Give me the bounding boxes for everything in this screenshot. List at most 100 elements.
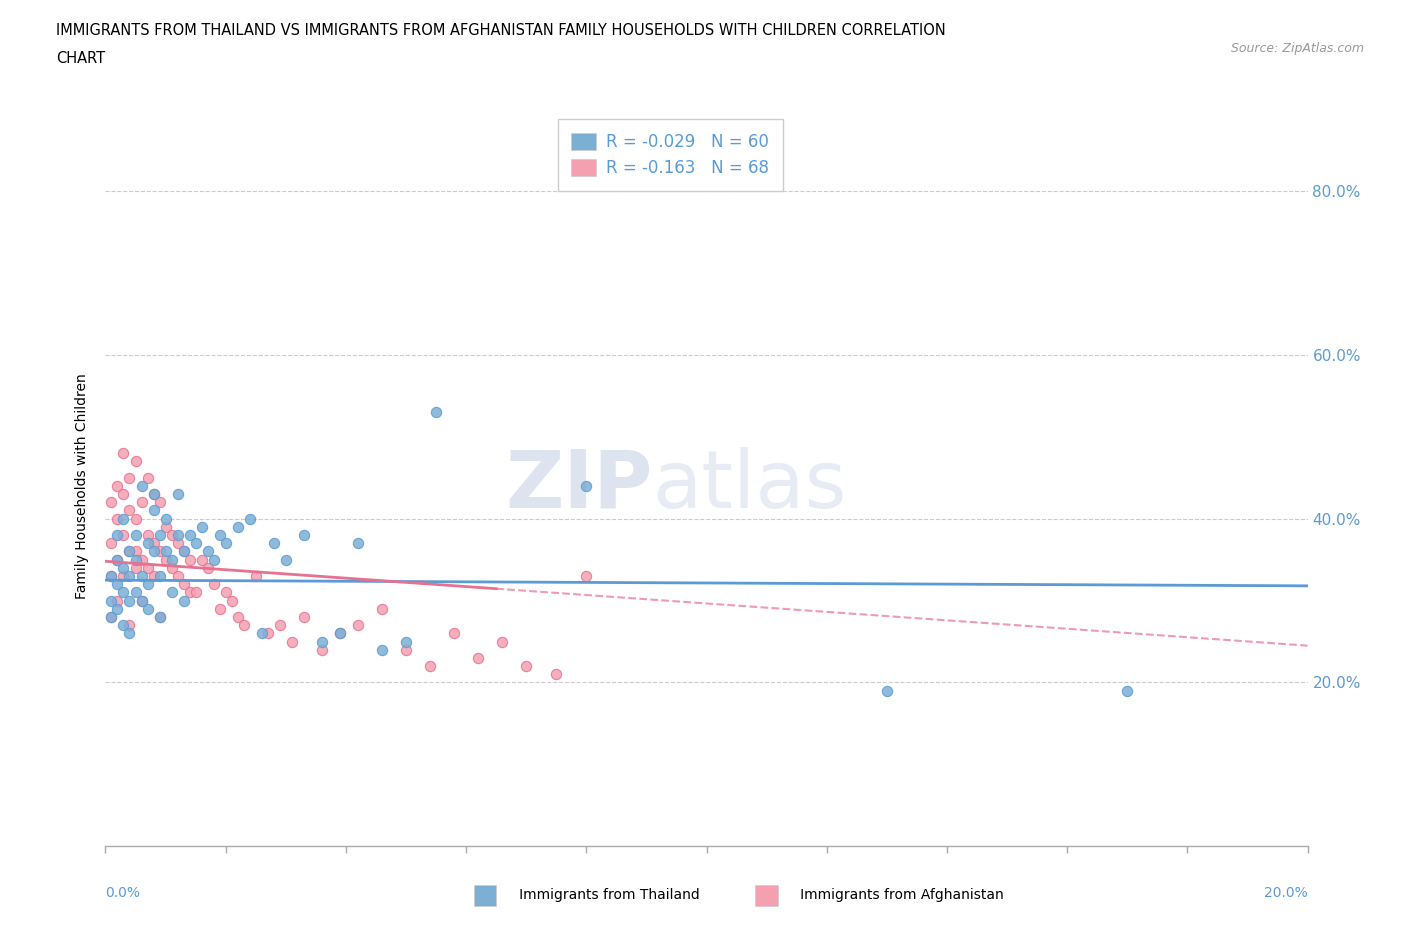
- Point: [347, 536, 370, 551]
- Point: [214, 585, 236, 600]
- Text: 20.0%: 20.0%: [1264, 886, 1308, 900]
- Point: [112, 561, 135, 576]
- Point: [118, 544, 141, 559]
- Point: [107, 593, 129, 608]
- Point: [118, 618, 141, 632]
- Point: [1116, 684, 1139, 698]
- Point: [131, 593, 153, 608]
- Point: [100, 568, 122, 583]
- Point: [419, 658, 441, 673]
- Point: [155, 544, 177, 559]
- Point: [179, 552, 201, 567]
- Point: [329, 626, 352, 641]
- Point: [131, 495, 153, 510]
- Point: [100, 593, 122, 608]
- Point: [208, 527, 231, 542]
- Point: [425, 405, 447, 419]
- Point: [256, 626, 278, 641]
- Point: [575, 568, 598, 583]
- Text: 0.0%: 0.0%: [105, 886, 141, 900]
- Point: [107, 577, 129, 591]
- Point: [155, 552, 177, 567]
- Point: [107, 512, 129, 526]
- Point: [292, 527, 315, 542]
- Point: [269, 618, 291, 632]
- Text: Immigrants from Afghanistan: Immigrants from Afghanistan: [787, 887, 1004, 902]
- Point: [226, 609, 249, 624]
- Point: [148, 609, 170, 624]
- Point: [142, 486, 165, 501]
- Point: [142, 568, 165, 583]
- Point: [124, 561, 146, 576]
- Point: [239, 512, 262, 526]
- Point: [142, 544, 165, 559]
- Point: [118, 626, 141, 641]
- Point: [214, 536, 236, 551]
- Point: [118, 544, 141, 559]
- Point: [329, 626, 352, 641]
- Point: [190, 552, 212, 567]
- Point: [136, 471, 159, 485]
- Point: [118, 471, 141, 485]
- Point: [142, 486, 165, 501]
- Point: [546, 667, 568, 682]
- Point: [148, 495, 170, 510]
- Point: [136, 536, 159, 551]
- Point: [245, 568, 267, 583]
- Point: [173, 593, 195, 608]
- Point: [112, 527, 135, 542]
- Point: [112, 618, 135, 632]
- Point: [136, 527, 159, 542]
- Legend: R = -0.029   N = 60, R = -0.163   N = 68: R = -0.029 N = 60, R = -0.163 N = 68: [558, 119, 783, 191]
- Point: [112, 486, 135, 501]
- Point: [136, 561, 159, 576]
- Point: [131, 479, 153, 494]
- Point: [281, 634, 304, 649]
- Point: [173, 577, 195, 591]
- Point: [148, 527, 170, 542]
- Point: [311, 634, 333, 649]
- Point: [107, 552, 129, 567]
- Point: [184, 536, 207, 551]
- Point: [173, 544, 195, 559]
- Point: [202, 552, 225, 567]
- Y-axis label: Family Households with Children: Family Households with Children: [76, 373, 90, 599]
- Point: [197, 561, 219, 576]
- Point: [131, 552, 153, 567]
- Point: [166, 527, 188, 542]
- Text: CHART: CHART: [56, 51, 105, 66]
- Point: [197, 544, 219, 559]
- Point: [124, 454, 146, 469]
- Point: [491, 634, 513, 649]
- Point: [876, 684, 898, 698]
- Point: [232, 618, 254, 632]
- Point: [311, 643, 333, 658]
- Point: [166, 486, 188, 501]
- Text: Source: ZipAtlas.com: Source: ZipAtlas.com: [1230, 42, 1364, 55]
- Point: [124, 585, 146, 600]
- Point: [166, 536, 188, 551]
- Point: [107, 479, 129, 494]
- Point: [148, 568, 170, 583]
- Point: [100, 609, 122, 624]
- Point: [100, 609, 122, 624]
- Point: [124, 552, 146, 567]
- Text: Immigrants from Thailand: Immigrants from Thailand: [506, 887, 700, 902]
- Point: [148, 544, 170, 559]
- Point: [226, 520, 249, 535]
- Text: IMMIGRANTS FROM THAILAND VS IMMIGRANTS FROM AFGHANISTAN FAMILY HOUSEHOLDS WITH C: IMMIGRANTS FROM THAILAND VS IMMIGRANTS F…: [56, 23, 946, 38]
- Point: [118, 568, 141, 583]
- Point: [107, 527, 129, 542]
- Point: [160, 552, 183, 567]
- Text: ZIP: ZIP: [505, 447, 652, 525]
- Point: [124, 512, 146, 526]
- Point: [202, 577, 225, 591]
- Point: [347, 618, 370, 632]
- Point: [160, 585, 183, 600]
- Point: [515, 658, 537, 673]
- Point: [166, 568, 188, 583]
- Point: [155, 512, 177, 526]
- Point: [100, 536, 122, 551]
- Point: [371, 643, 394, 658]
- Point: [371, 602, 394, 617]
